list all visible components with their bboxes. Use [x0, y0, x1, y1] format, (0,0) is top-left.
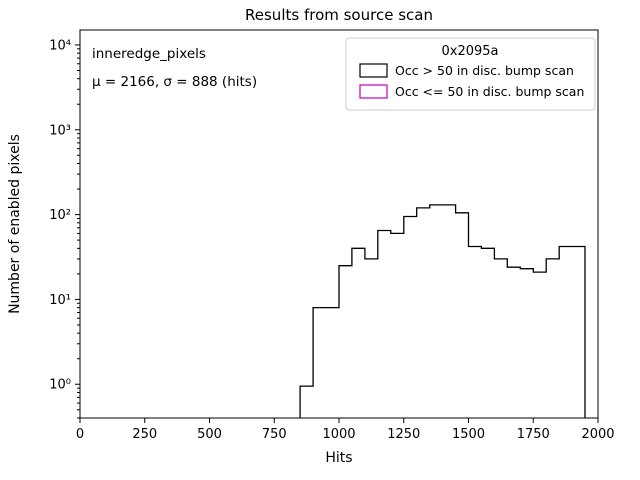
x-tick-label: 250 [132, 427, 157, 442]
legend-title: 0x2095a [441, 44, 498, 59]
annotation-mu-sigma: μ = 2166, σ = 888 (hits) [92, 74, 257, 90]
x-tick-label: 0 [76, 427, 84, 442]
legend-swatch-occ-le50 [359, 84, 388, 99]
legend: 0x2095a Occ > 50 in disc. bump scan Occ … [345, 37, 596, 111]
y-tick-label: 10⁰ [49, 378, 71, 393]
histogram-series [299, 204, 586, 418]
x-tick-label: 2000 [581, 427, 614, 442]
y-tick-label: 10³ [49, 123, 71, 138]
x-tick-label: 1500 [452, 427, 485, 442]
y-tick-label: 10⁴ [49, 38, 71, 53]
axis-ticks: 0 250 500 750 1000 1250 1500 1750 2000 10⁰ 10¹ 10² 1… [49, 38, 614, 442]
legend-box [345, 37, 596, 111]
x-tick-label: 1750 [517, 427, 550, 442]
y-axis-label: Number of enabled pixels [7, 134, 23, 314]
x-tick-label: 500 [197, 427, 222, 442]
x-tick-label: 750 [262, 427, 287, 442]
y-tick-label: 10² [49, 208, 71, 223]
histogram-series-0 [299, 204, 586, 418]
x-axis-label: Hits [325, 450, 352, 466]
x-tick-label: 1000 [322, 427, 355, 442]
y-tick-label: 10¹ [49, 293, 71, 308]
legend-label-occ-le50: Occ <= 50 in disc. bump scan [395, 84, 584, 99]
chart-title: Results from source scan [245, 6, 433, 24]
legend-swatch-occ-gt50 [359, 63, 388, 78]
legend-label-occ-gt50: Occ > 50 in disc. bump scan [395, 63, 574, 78]
x-tick-label: 1250 [387, 427, 420, 442]
annotation-dataset-name: inneredge_pixels [92, 46, 206, 62]
